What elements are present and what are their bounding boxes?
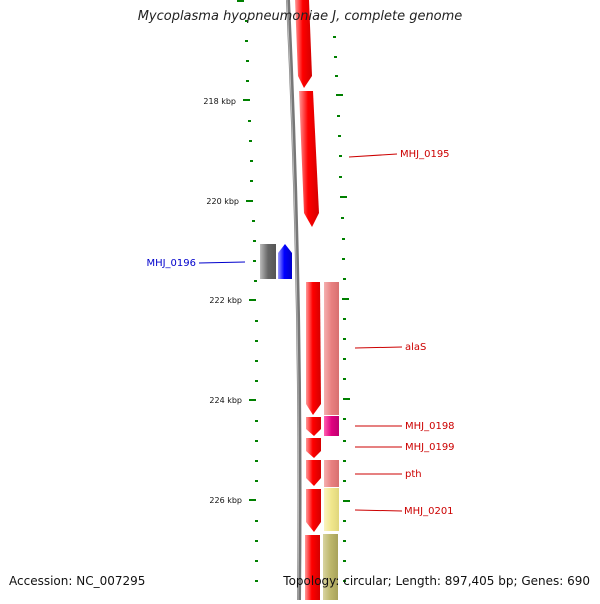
outer-ruler-ticks	[333, 36, 350, 582]
cog-feature-MHJ_0198[interactable]	[324, 416, 339, 436]
ruler-label: 226 kbp	[209, 496, 242, 505]
gene-label-MHJ_0199[interactable]: MHJ_0199	[405, 442, 455, 453]
accession-label: Accession: NC_007295	[9, 574, 146, 588]
genome-summary-label: Topology: circular; Length: 897,405 bp; …	[283, 574, 590, 588]
ruler-major-ticks	[237, 0, 256, 501]
ruler-major-tick	[237, 0, 244, 2]
gene-label-MHJ_0196[interactable]: MHJ_0196	[146, 258, 196, 269]
ruler-major-tick	[249, 399, 256, 401]
gene-label-MHJ_0198[interactable]: MHJ_0198	[405, 421, 455, 432]
gene-label-pth[interactable]: pth	[405, 469, 422, 480]
reverse-cds-track	[260, 244, 292, 279]
ruler-major-tick	[246, 200, 253, 202]
cds-feature-alaS[interactable]	[306, 282, 321, 415]
gene-label-alaS[interactable]: alaS	[405, 342, 426, 353]
cds-feature[interactable]	[295, 0, 312, 88]
cds-feature-pth[interactable]	[306, 460, 321, 486]
ruler-major-tick	[249, 499, 256, 501]
ruler-label: 224 kbp	[209, 396, 242, 405]
cds-feature[interactable]	[305, 535, 320, 600]
map-title: Mycoplasma hyopneumoniae J, complete gen…	[137, 9, 463, 24]
ruler-label: 220 kbp	[206, 197, 239, 206]
cog-track	[323, 282, 339, 600]
gene-label-MHJ_0201[interactable]: MHJ_0201	[404, 506, 454, 517]
genome-backbone	[286, 0, 302, 601]
gene-label-MHJ_0195[interactable]: MHJ_0195	[400, 149, 450, 160]
cds-feature-MHJ_0196[interactable]	[278, 244, 292, 279]
grey-feature[interactable]	[260, 244, 276, 279]
cog-feature[interactable]	[323, 534, 338, 600]
ruler-major-tick	[249, 299, 256, 301]
ruler-label: 222 kbp	[209, 296, 242, 305]
ruler-major-tick	[243, 99, 250, 101]
cds-feature-MHJ_0201[interactable]	[306, 489, 321, 532]
label-connectors	[198, 153, 403, 512]
cds-feature-MHJ_0199[interactable]	[306, 438, 321, 458]
cog-feature-pth[interactable]	[324, 460, 339, 487]
forward-cds-track	[295, 0, 321, 600]
cog-feature-MHJ_0201[interactable]	[324, 488, 339, 531]
cog-feature-alaS[interactable]	[324, 282, 339, 415]
ruler-label: 218 kbp	[203, 97, 236, 106]
ruler-minor-ticks	[245, 20, 258, 582]
cds-feature-MHJ_0198[interactable]	[306, 417, 321, 436]
cds-feature-MHJ_0195[interactable]	[299, 91, 319, 227]
